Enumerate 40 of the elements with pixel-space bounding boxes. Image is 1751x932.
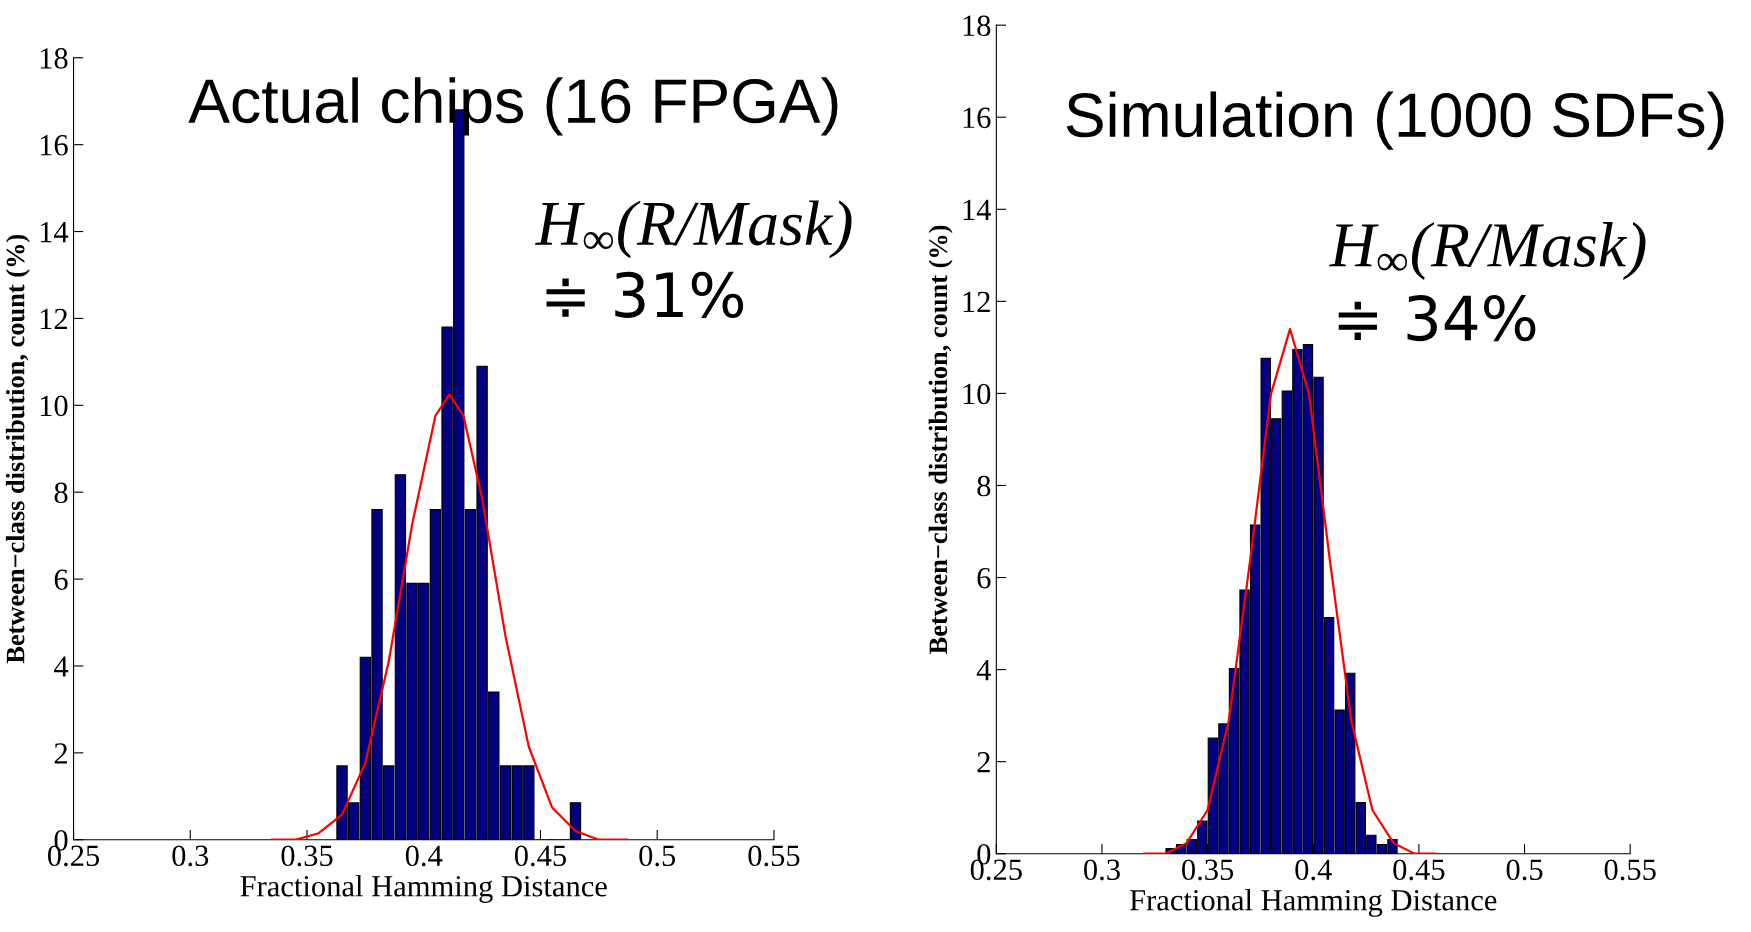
x-tick-label: 0.35 xyxy=(281,845,333,867)
y-tick-label: 8 xyxy=(977,475,991,497)
x-tick-label: 0.5 xyxy=(1506,859,1543,881)
x-tick-label: 0.45 xyxy=(1393,859,1445,881)
y-tick-label: 2 xyxy=(54,743,67,764)
x-tick-label: 0.3 xyxy=(172,845,209,867)
y-tick-label: 18 xyxy=(963,15,991,37)
y-tick-label: 10 xyxy=(963,383,991,405)
x-axis-title: Fractional Hamming Distance xyxy=(240,875,607,903)
y-tick-label: 16 xyxy=(40,135,68,156)
y-tick-label: 6 xyxy=(54,569,68,590)
x-tick-label: 0.45 xyxy=(514,845,567,867)
x-tick-label: 0.55 xyxy=(1604,859,1656,881)
x-tick-label: 0.55 xyxy=(748,845,800,867)
text: Simulation (1000 SDFs) xyxy=(1066,91,1724,150)
y-tick-label: 4 xyxy=(976,660,991,681)
y-tick-label: 12 xyxy=(963,291,990,312)
x-axis-title: Fractional Hamming Distance xyxy=(1129,889,1497,917)
y-tick-label: 10 xyxy=(40,395,68,417)
x-tick-label: 0.35 xyxy=(1182,859,1234,881)
y-tick-label: 14 xyxy=(963,199,991,220)
y-tick-label: 6 xyxy=(977,567,991,589)
y-tick-label: 18 xyxy=(40,48,68,69)
x-tick-label: 0.4 xyxy=(1295,859,1332,881)
y-tick-label: 12 xyxy=(40,308,67,330)
x-tick-label: 0.4 xyxy=(405,845,443,867)
y-axis-title: Between−class distribution, count (%) xyxy=(928,225,953,654)
annotation: H$_{∞}$(R/Mask) xyxy=(535,200,852,259)
annotation: ≑ 34% xyxy=(1338,294,1536,342)
y-tick-label: 14 xyxy=(40,221,69,243)
y-tick-label: 2 xyxy=(977,752,990,773)
x-tick-label: 0.3 xyxy=(1084,859,1120,881)
y-tick-label: 4 xyxy=(54,656,69,677)
chart-title: Actual chips (16 FPGA) xyxy=(188,77,838,136)
y-axis-title: Between−class distribution, count (%) xyxy=(5,234,30,664)
y-tick-label: 8 xyxy=(54,482,68,504)
annotation: H$_{∞}$(R/Mask) xyxy=(1329,221,1646,280)
x-tick-label: 0.5 xyxy=(639,845,676,867)
annotation: ≑ 31% xyxy=(546,271,744,318)
y-tick-label: 16 xyxy=(963,107,991,129)
